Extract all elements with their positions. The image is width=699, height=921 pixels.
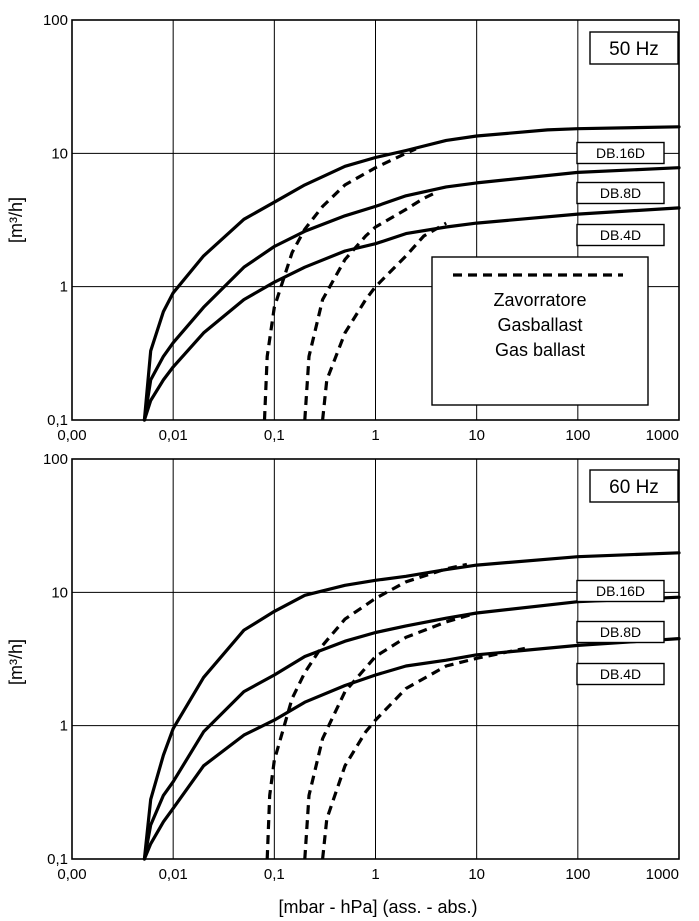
x-tick-label: 10	[468, 427, 485, 444]
legend-line-3: Gas ballast	[495, 340, 585, 360]
x-tick-label: 1000	[646, 427, 679, 444]
series-label: DB.4D	[600, 666, 641, 682]
series-label-box	[576, 141, 665, 165]
curve-db4d	[142, 637, 681, 861]
curves	[142, 551, 681, 861]
gas-ballast-curve	[321, 221, 447, 421]
legend-box: Zavorratore Gasballast Gas ballast	[431, 256, 649, 406]
chart-panel-60hz: 0,00 0,01 0,1 1 10 100 1000 0,1 1 10 100 [m³/h] 6…	[6, 451, 681, 917]
x-tick-label: 100	[565, 427, 590, 444]
plot-frame	[71, 19, 680, 421]
y-tick-labels: 0,1 1 10 100	[43, 451, 68, 868]
gas-ballast-curve	[321, 646, 526, 860]
x-tick-label: 0,00	[57, 866, 86, 883]
frequency-label-text: 60 Hz	[609, 477, 659, 498]
y-tick-label: 1	[60, 718, 68, 735]
x-tick-label: 10	[468, 866, 485, 883]
frequency-label: 50 Hz	[589, 31, 679, 65]
gas-ballast-curve	[265, 562, 468, 860]
frequency-label-text: 50 Hz	[609, 39, 659, 60]
curve-db16d	[142, 551, 681, 861]
gas-ballast-curve	[303, 611, 478, 860]
plot-frame	[71, 458, 680, 860]
series-label: DB.16D	[596, 583, 645, 599]
series-label-box	[576, 620, 665, 644]
curve-db4d	[142, 206, 681, 422]
series-label: DB.8D	[600, 185, 641, 201]
x-tick-label: 0,01	[159, 866, 188, 883]
x-tick-labels: 0,00 0,01 0,1 1 10 100 1000	[57, 427, 679, 444]
y-tick-label: 100	[43, 12, 68, 29]
legend-line-1: Zavorratore	[493, 290, 586, 310]
series-label-box	[576, 223, 665, 247]
series-label: DB.4D	[600, 227, 641, 243]
x-tick-labels: 0,00 0,01 0,1 1 10 100 1000	[57, 866, 679, 883]
gas-ballast-curve	[262, 147, 417, 421]
curves	[142, 125, 681, 422]
series-label-box	[576, 662, 665, 686]
grid-lines	[72, 20, 679, 420]
series-label: DB.16D	[596, 145, 645, 161]
y-tick-label: 0,1	[47, 851, 68, 868]
x-tick-label: 1000	[646, 866, 679, 883]
gas-ballast-curve	[303, 190, 438, 421]
curve-db16d	[142, 125, 681, 422]
x-tick-label: 0,00	[57, 427, 86, 444]
chart-panel-50hz: 0,00 0,01 0,1 1 10 100 1000 0,1 1 10 100 [m³/h] 5…	[6, 12, 681, 444]
y-tick-label: 100	[43, 451, 68, 468]
series-labels: DB.16D DB.8D DB.4D	[576, 141, 665, 247]
series-label-box	[576, 579, 665, 603]
y-tick-label: 10	[51, 584, 68, 601]
y-tick-label: 0,1	[47, 412, 68, 429]
y-axis-label: [m³/h]	[6, 197, 26, 243]
legend-line-2: Gasballast	[497, 315, 582, 335]
x-tick-label: 1	[371, 866, 379, 883]
y-tick-label: 10	[51, 145, 68, 162]
y-tick-label: 1	[60, 279, 68, 296]
x-tick-label: 100	[565, 866, 590, 883]
series-label: DB.8D	[600, 624, 641, 640]
x-tick-label: 0,1	[264, 427, 285, 444]
frequency-label: 60 Hz	[589, 469, 679, 503]
x-axis-label: [mbar - hPa] (ass. - abs.)	[278, 897, 477, 917]
x-tick-label: 1	[371, 427, 379, 444]
y-tick-labels: 0,1 1 10 100	[43, 12, 68, 429]
series-labels: DB.16D DB.8D DB.4D	[576, 579, 665, 686]
series-label-box	[576, 181, 665, 205]
x-tick-label: 0,01	[159, 427, 188, 444]
y-axis-label: [m³/h]	[6, 639, 26, 685]
x-tick-label: 0,1	[264, 866, 285, 883]
